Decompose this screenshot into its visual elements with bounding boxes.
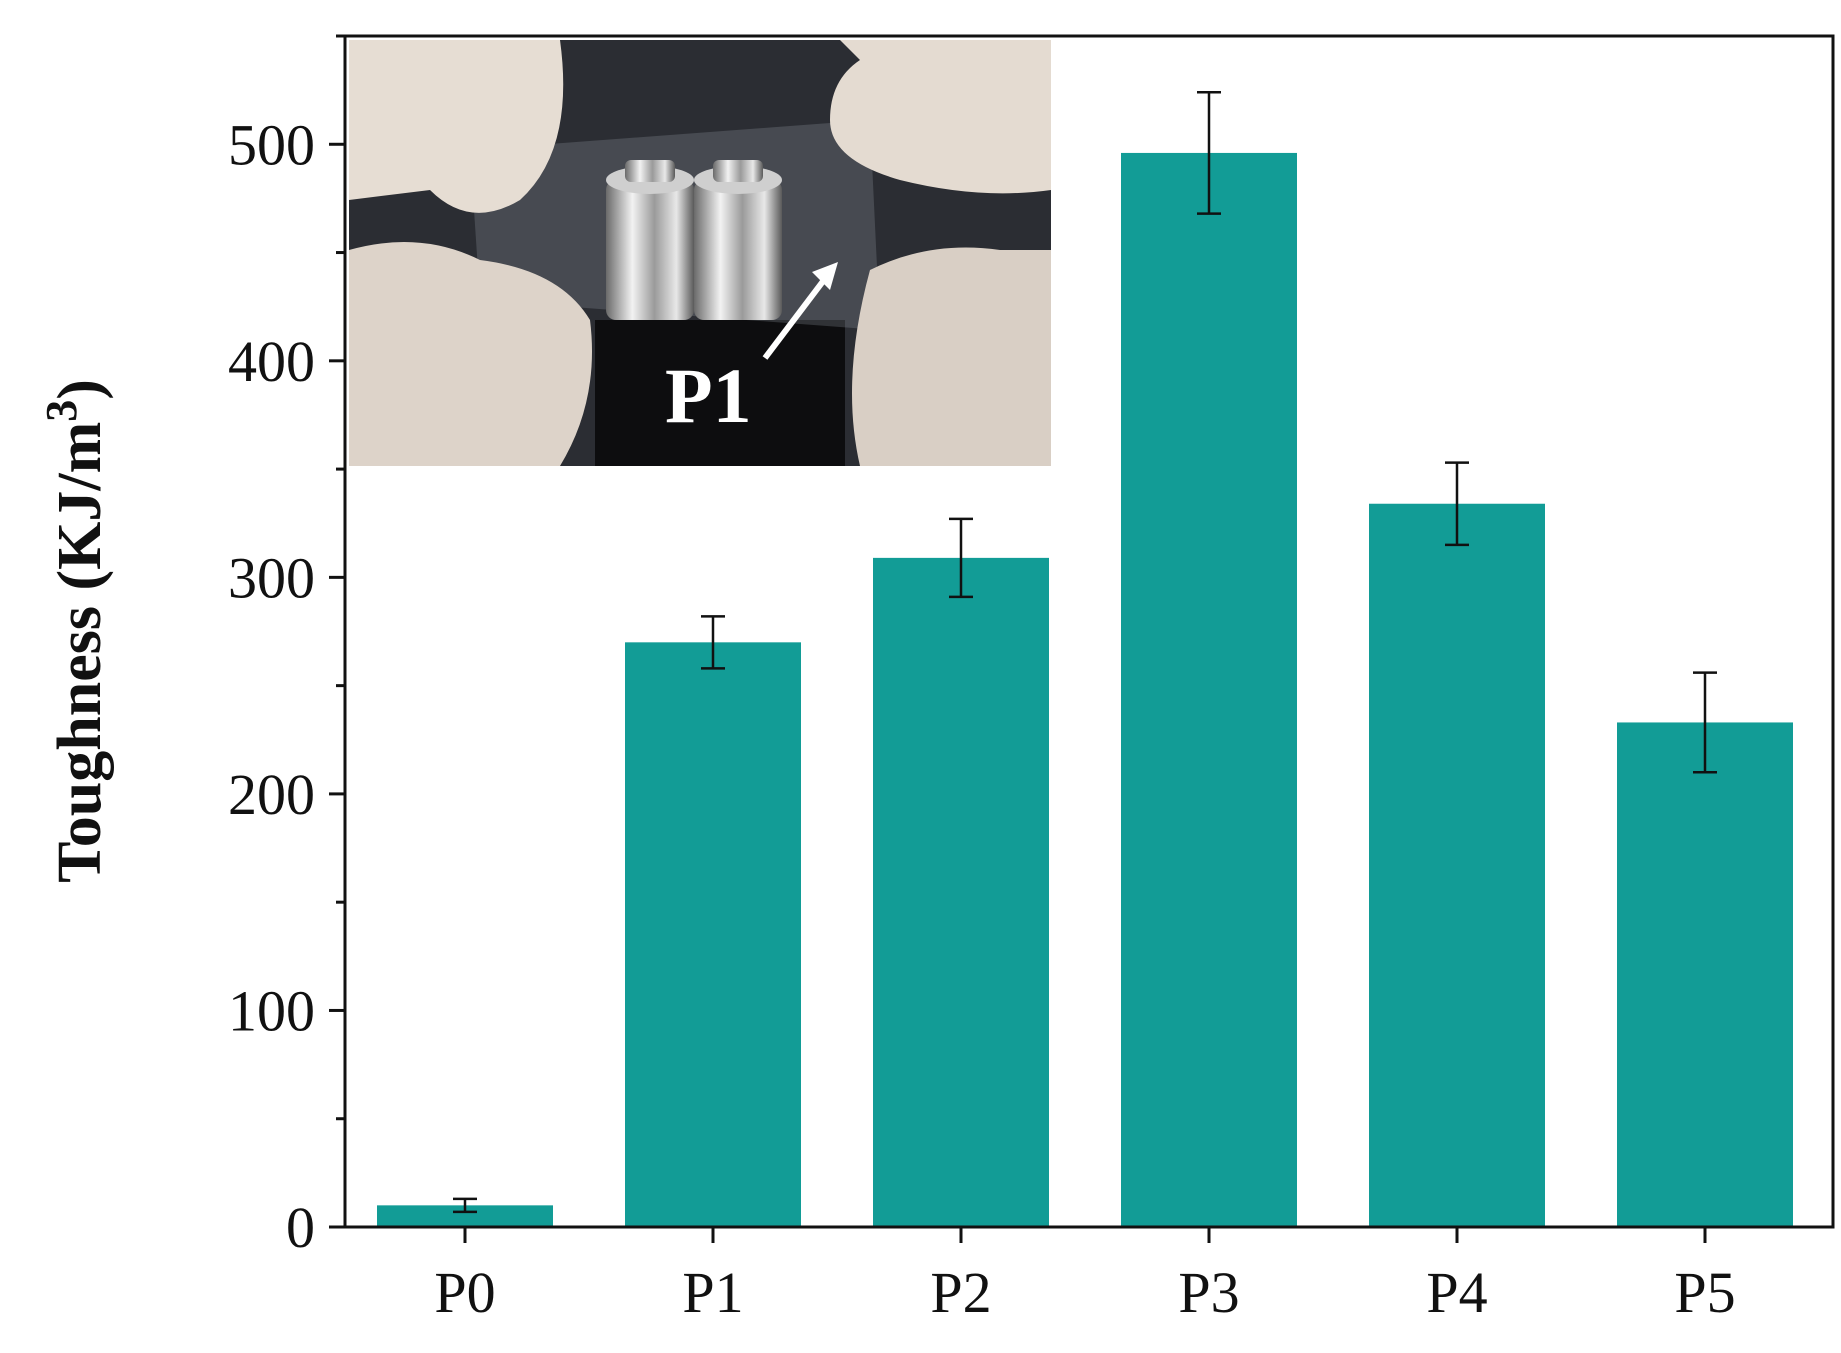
bars bbox=[377, 152, 1793, 1228]
y-axis-label-main: Toughness (KJ/m bbox=[46, 422, 114, 883]
y-axis-label-superscript: 3 bbox=[37, 400, 86, 422]
inset-label: P1 bbox=[665, 352, 752, 439]
y-axis-label: Toughness (KJ/m3) bbox=[37, 379, 114, 883]
y-tick-label-400: 400 bbox=[228, 329, 315, 394]
x-tick-label-p2: P2 bbox=[930, 1260, 991, 1325]
inset-weight-right bbox=[694, 180, 782, 320]
inset-photo: P1 bbox=[349, 40, 1051, 466]
inset-glove-bottom-right bbox=[852, 247, 1051, 466]
bar-p2 bbox=[873, 557, 1049, 1227]
bar-p4 bbox=[1369, 503, 1545, 1228]
inset-arrow-line bbox=[762, 270, 833, 360]
y-tick-label-300: 300 bbox=[228, 545, 315, 610]
inset-glove-bottom-left bbox=[349, 242, 592, 466]
inset-weight-left bbox=[606, 180, 694, 320]
inset-dark-stand bbox=[595, 320, 845, 466]
x-tick-label-p5: P5 bbox=[1674, 1260, 1735, 1325]
x-tick-label-p1: P1 bbox=[682, 1260, 743, 1325]
inset-weight-right-knob bbox=[713, 160, 763, 182]
inset-glove-top-left bbox=[349, 40, 564, 213]
x-tick-label-p0: P0 bbox=[434, 1260, 495, 1325]
y-tick-label-500: 500 bbox=[228, 112, 315, 177]
error-bars bbox=[453, 91, 1717, 1214]
inset-arrow-head bbox=[812, 262, 838, 290]
bar-p0 bbox=[377, 1205, 553, 1227]
x-tick-label-p3: P3 bbox=[1178, 1260, 1239, 1325]
x-tick-label-p4: P4 bbox=[1426, 1260, 1487, 1325]
inset-weight-left-knob bbox=[625, 160, 675, 182]
y-tick-label-100: 100 bbox=[228, 978, 315, 1043]
y-tick-label-200: 200 bbox=[228, 762, 315, 827]
bar-p5 bbox=[1617, 722, 1793, 1227]
y-tick-label-0: 0 bbox=[286, 1195, 315, 1260]
plot-frame bbox=[343, 34, 1835, 1229]
y-axis-label-suffix: ) bbox=[46, 379, 114, 400]
bar-p1 bbox=[625, 642, 801, 1227]
bar-p3 bbox=[1121, 152, 1297, 1227]
inset-glove-top-right bbox=[830, 40, 1051, 194]
y-axis: 0 100 200 300 400 500 bbox=[228, 34, 345, 1260]
x-axis: P0 P1 P2 P3 P4 P5 bbox=[434, 1227, 1736, 1325]
